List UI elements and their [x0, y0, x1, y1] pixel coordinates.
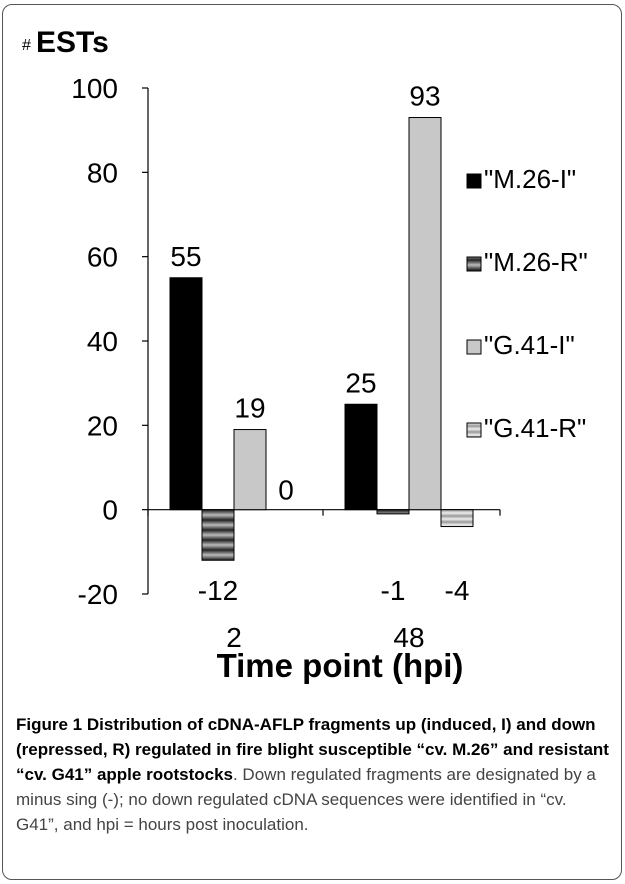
y-tick-label: 20 [87, 410, 118, 441]
y-axis-title: ESTs [36, 26, 109, 59]
legend-label: "G.41-R" [484, 413, 586, 443]
data-label: 25 [345, 367, 376, 398]
bars [169, 117, 474, 561]
figure-frame [2, 4, 622, 880]
legend-swatch [466, 173, 482, 189]
x-tick-label: 2 [226, 622, 242, 653]
bar [201, 509, 235, 561]
legend-label: "M.26-R" [484, 247, 588, 277]
bar-chart: # ESTs 100 80 60 40 20 0 -20 2 48 55 25 -12 -1 19 93 0… [22, 26, 588, 684]
x-tick-label: 48 [393, 622, 424, 653]
caption-title: Figure 1 Distribution of cDNA-AFLP fragm… [16, 715, 609, 784]
data-label: -1 [381, 575, 406, 606]
y-tick-label: 60 [87, 242, 118, 273]
bar [440, 509, 474, 528]
figure-caption: Figure 1 Distribution of cDNA-AFLP fragm… [16, 712, 612, 837]
y-tick-label: 40 [87, 326, 118, 357]
legend-label: "M.26-I" [484, 164, 576, 194]
caption-body: . Down regulated fragments are designate… [16, 765, 596, 834]
bar [233, 429, 267, 511]
legend-swatch [466, 422, 482, 438]
data-label: -4 [445, 575, 470, 606]
bar [344, 403, 378, 511]
legend: "M.26-I" "M.26-R" "G.41-I" "G.41-R" [466, 164, 588, 443]
y-tick-label: 80 [87, 157, 118, 188]
y-axis-prefix: # [22, 37, 31, 54]
y-tick-label: -20 [78, 579, 118, 610]
bar [169, 277, 203, 511]
legend-label: "G.41-I" [484, 330, 575, 360]
bar [408, 117, 442, 511]
data-label: 93 [409, 81, 440, 112]
data-label: 55 [170, 241, 201, 272]
axes: 100 80 60 40 20 0 -20 2 48 [71, 73, 501, 653]
data-label: 0 [278, 475, 294, 506]
legend-swatch [466, 339, 482, 355]
data-label: 19 [234, 393, 265, 424]
y-tick-label: 0 [102, 495, 118, 526]
legend-swatch [466, 256, 482, 272]
data-labels: 55 25 -12 -1 19 93 0 -4 [170, 81, 469, 606]
data-label: -12 [198, 575, 238, 606]
y-tick-label: 100 [71, 73, 118, 104]
bar [376, 509, 410, 515]
x-axis-title: Time point (hpi) [217, 647, 464, 684]
